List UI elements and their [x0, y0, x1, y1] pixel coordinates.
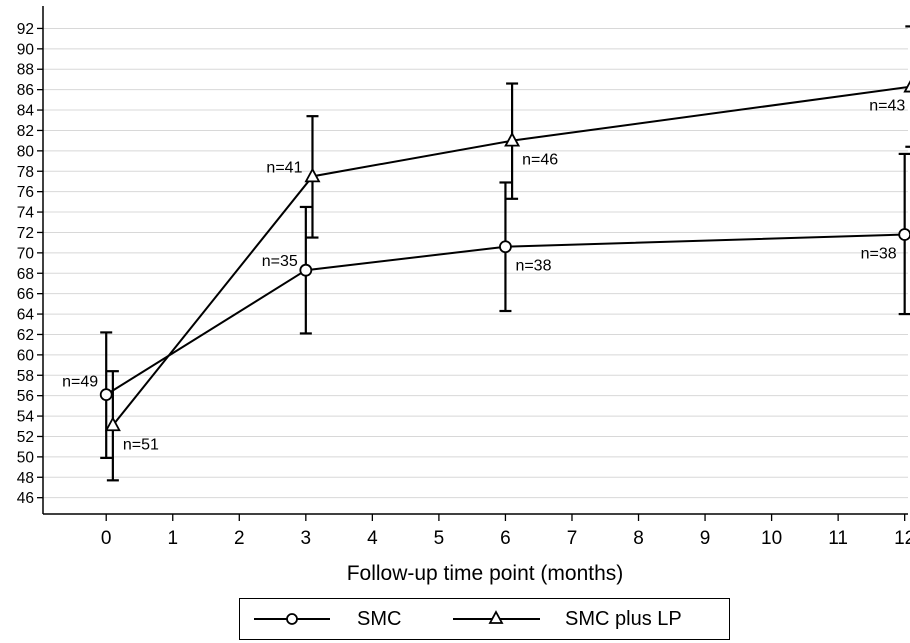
data-point-triangle [504, 131, 521, 147]
data-point-triangle [104, 416, 121, 432]
y-tick-label: 86 [17, 82, 34, 99]
x-tick-label: 5 [434, 528, 445, 549]
y-tick-label: 62 [17, 327, 34, 344]
x-tick-label: 2 [234, 528, 245, 549]
y-tick-label: 80 [17, 143, 35, 160]
data-point-triangle [903, 80, 910, 93]
series [99, 25, 910, 482]
y-tick-label: 46 [17, 490, 34, 507]
series-smc [99, 152, 910, 459]
y-tick-label: 72 [17, 225, 34, 242]
data-labels: n=49 n=35 n=38 n=38 n=51 n=41 n=46 n=43 [62, 98, 905, 454]
legend-marker-smc-lp [488, 610, 504, 624]
y-tick-label: 88 [17, 62, 34, 79]
y-tick-label: 66 [17, 286, 34, 303]
legend: SMC SMC plus LP [239, 598, 730, 640]
data-point-circle [99, 388, 113, 402]
y-tick-label: 84 [17, 103, 35, 120]
y-tick-label: 68 [17, 266, 34, 283]
legend-marker-smc [286, 613, 298, 625]
x-tick-label: 3 [301, 528, 312, 549]
y-tick-label: 78 [17, 164, 34, 181]
y-tick-label: 56 [17, 388, 34, 405]
x-tick-label: 9 [700, 528, 711, 549]
y-tick-label: 82 [17, 123, 34, 140]
n-label: n=51 [123, 436, 159, 453]
n-label: n=43 [869, 98, 905, 115]
y-tick-label: 60 [17, 347, 35, 364]
legend-label-smc: SMC [357, 608, 402, 630]
x-tick-label: 11 [828, 528, 848, 549]
series-line [105, 233, 905, 396]
n-label: n=41 [266, 159, 302, 176]
data-point-triangle [304, 167, 321, 183]
x-tick-label: 0 [101, 528, 112, 549]
grid [43, 27, 908, 499]
series-smc-plus-lp [104, 25, 910, 482]
y-tick-label: 48 [17, 470, 34, 487]
y-tick-label: 52 [17, 429, 34, 446]
axes: 4648505254565860626466687072747678808284… [17, 6, 910, 549]
x-tick-label: 6 [500, 528, 511, 549]
y-tick-label: 92 [17, 21, 34, 38]
y-tick-label: 74 [17, 205, 35, 222]
y-tick-label: 70 [17, 245, 35, 262]
series-line [112, 85, 910, 426]
x-tick-label: 10 [761, 528, 782, 549]
y-tick-label: 54 [17, 409, 35, 426]
y-tick-label: 58 [17, 368, 34, 385]
x-tick-label: 1 [167, 528, 178, 549]
x-tick-label: 12 [894, 528, 910, 549]
data-point-circle [299, 263, 313, 277]
y-tick-label: 64 [17, 307, 35, 324]
y-tick-label: 50 [17, 449, 35, 466]
x-axis-label: Follow-up time point (months) [347, 562, 624, 585]
n-label: n=38 [861, 245, 897, 262]
data-point-circle [898, 228, 910, 241]
n-label: n=49 [62, 374, 98, 391]
x-tick-label: 4 [367, 528, 378, 549]
y-tick-label: 90 [17, 41, 35, 58]
legend-symbols [254, 610, 540, 625]
y-tick-label: 76 [17, 184, 34, 201]
legend-label-smc-lp: SMC plus LP [565, 608, 682, 630]
x-tick-label: 8 [633, 528, 644, 549]
n-label: n=46 [522, 152, 558, 169]
n-label: n=35 [262, 253, 298, 270]
data-point-circle [499, 240, 512, 254]
n-label: n=38 [515, 258, 551, 275]
x-tick-label: 7 [567, 528, 578, 549]
